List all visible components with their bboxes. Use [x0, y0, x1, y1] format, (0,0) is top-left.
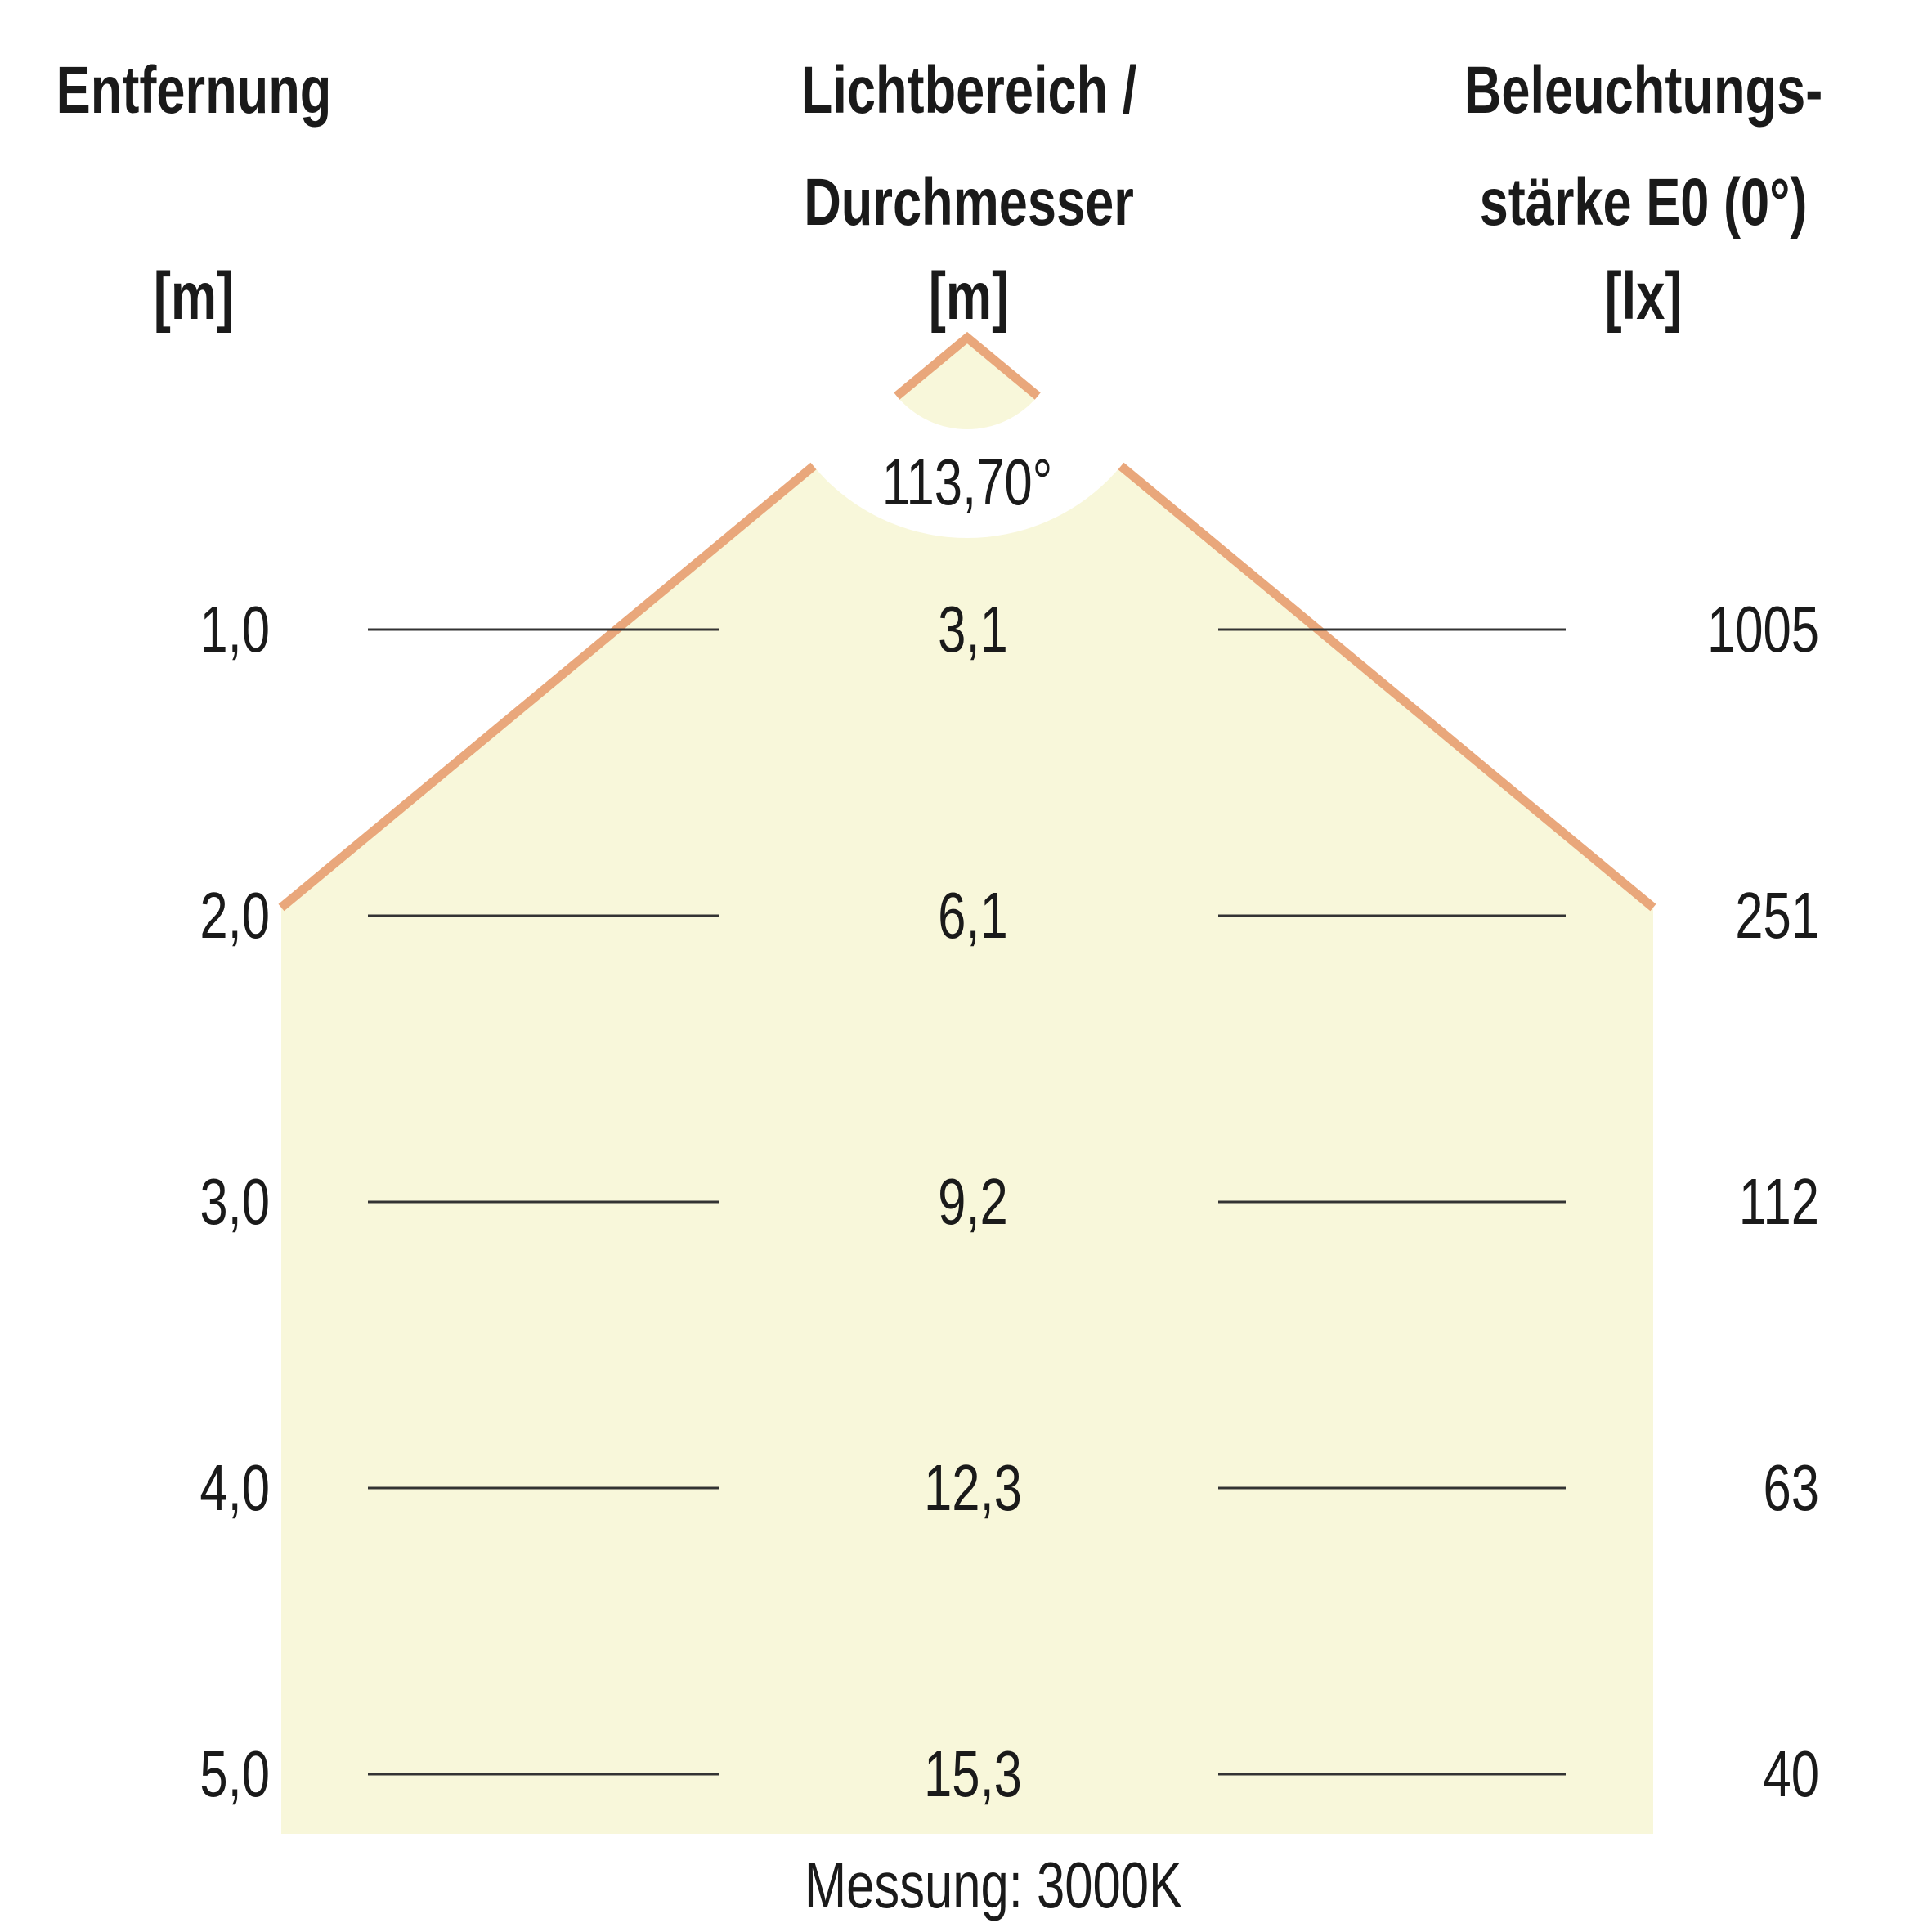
diameter-value: 6,1	[938, 879, 1008, 952]
beam-angle-label: 113,70°	[881, 446, 1053, 518]
cone-edge-left	[278, 462, 817, 912]
apex-wedge-fill	[896, 338, 1038, 429]
header-illuminance-title2: stärke E0 (0°)	[1479, 165, 1808, 240]
distance-value: 2,0	[199, 879, 270, 952]
illuminance-value: 63	[1763, 1451, 1819, 1524]
cone-fill	[281, 338, 1653, 1834]
diameter-value: 12,3	[924, 1451, 1022, 1524]
header-distance-title: Entfernung	[56, 53, 332, 128]
header-distance-unit: [m]	[153, 259, 235, 334]
distance-value: 5,0	[199, 1737, 270, 1810]
illuminance-value: 40	[1763, 1737, 1819, 1810]
header-illuminance-unit: [lx]	[1604, 259, 1683, 334]
header-diameter-title: Lichtbereich /	[800, 53, 1137, 128]
header-diameter-title2: Durchmesser	[804, 165, 1134, 240]
illuminance-value: 251	[1735, 879, 1819, 952]
illuminance-value: 112	[1738, 1165, 1819, 1238]
cone-edge-right	[1118, 462, 1656, 912]
diameter-value: 3,1	[938, 593, 1008, 666]
header-diameter-unit: [m]	[928, 259, 1010, 334]
diameter-value: 9,2	[938, 1165, 1008, 1238]
distance-value: 1,0	[199, 593, 270, 666]
measurement-footnote: Messung: 3000K	[804, 1849, 1183, 1921]
header-illuminance-title: Beleuchtungs-	[1464, 53, 1823, 128]
illuminance-value: 1005	[1706, 593, 1819, 666]
diameter-value: 15,3	[924, 1737, 1022, 1810]
apex-wedge-edge	[894, 331, 1041, 400]
distance-value: 4,0	[199, 1451, 270, 1524]
distance-value: 3,0	[199, 1165, 270, 1238]
